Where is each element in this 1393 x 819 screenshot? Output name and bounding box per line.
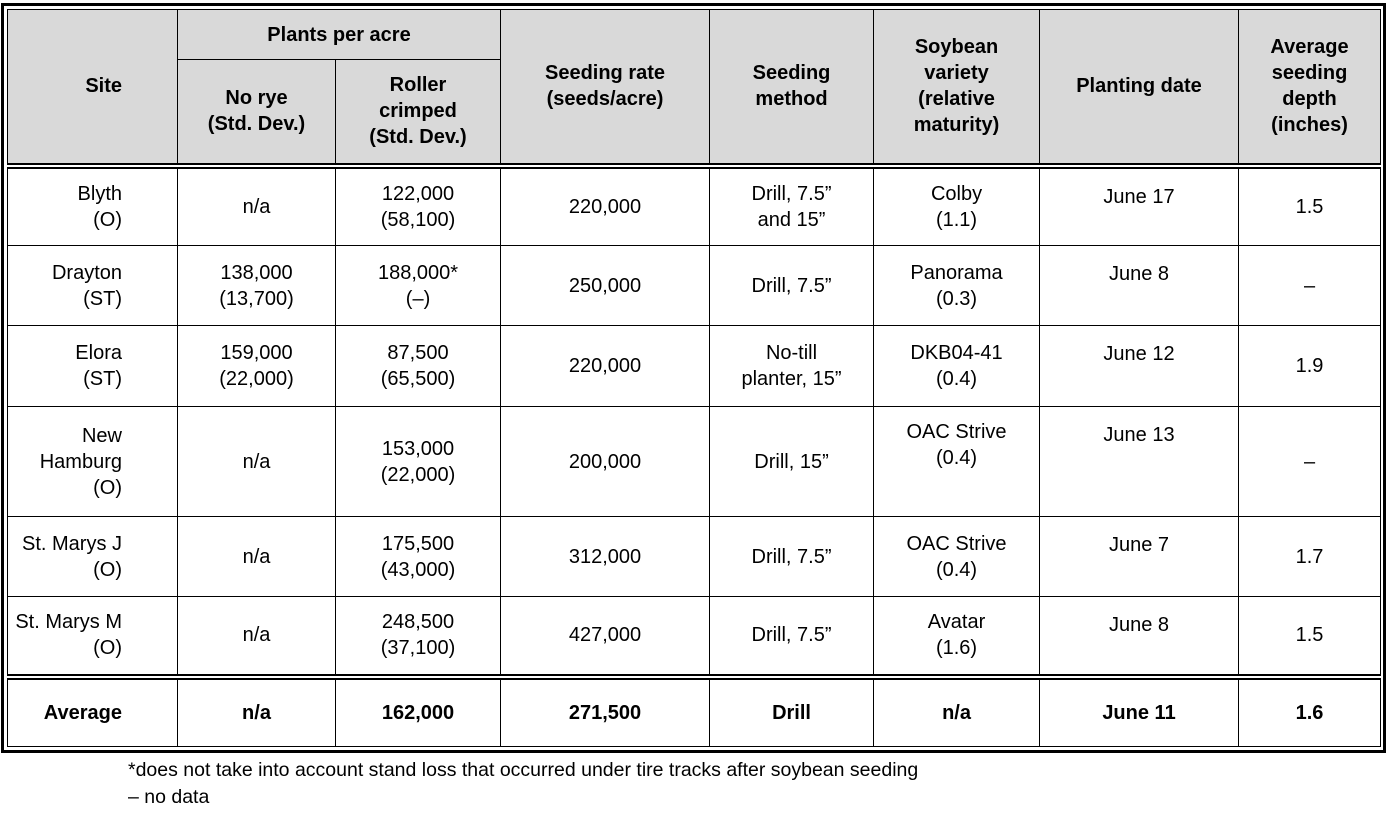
cell-site: St. Marys J (O)	[7, 516, 178, 597]
cell-no-rye: 159,000 (22,000)	[177, 325, 336, 407]
cell-no-rye: n/a	[177, 406, 336, 517]
header-row-top: Site Plants per acre Seeding rate (seeds…	[7, 9, 1382, 169]
cell-seeding-depth: 1.5	[1238, 596, 1382, 677]
cell-seeding-rate: 312,000	[500, 516, 711, 597]
cell-roller-crimped: 153,000 (22,000)	[334, 406, 502, 517]
cell-average-no-rye: n/a	[177, 673, 336, 747]
cell-seeding-method: Drill, 7.5”	[709, 245, 875, 326]
header-roller-crimped: Roller crimped (Std. Dev.)	[334, 59, 502, 169]
table-row-elora: Elora (ST) 159,000 (22,000) 87,500 (65,5…	[7, 325, 1382, 407]
cell-seeding-rate: 250,000	[500, 245, 711, 326]
cell-seeding-rate: 220,000	[500, 325, 711, 407]
header-seeding-rate: Seeding rate (seeds/acre)	[500, 9, 711, 169]
cell-soybean-variety: Panorama (0.3)	[873, 245, 1041, 326]
footnotes: *does not take into account stand loss t…	[128, 757, 1393, 811]
header-seeding-depth: Average seeding depth (inches)	[1238, 9, 1382, 169]
cell-roller-crimped: 87,500 (65,500)	[334, 325, 502, 407]
cell-site: St. Marys M (O)	[7, 596, 178, 677]
cell-site: Blyth (O)	[7, 165, 178, 246]
cell-average-variety: n/a	[873, 673, 1041, 747]
cell-soybean-variety: DKB04-41 (0.4)	[873, 325, 1041, 407]
cell-average-depth: 1.6	[1238, 673, 1382, 747]
header-seeding-method: Seeding method	[709, 9, 875, 169]
cell-no-rye: n/a	[177, 165, 336, 246]
cell-roller-crimped: 248,500 (37,100)	[334, 596, 502, 677]
soybean-seeding-table-frame: Site Plants per acre Seeding rate (seeds…	[1, 3, 1386, 753]
cell-average-planting-date: June 11	[1039, 673, 1240, 747]
cell-planting-date: June 8	[1039, 245, 1240, 326]
cell-planting-date: June 13	[1039, 406, 1240, 517]
cell-seeding-depth: 1.7	[1238, 516, 1382, 597]
cell-soybean-variety: Colby (1.1)	[873, 165, 1041, 246]
cell-average-roller-crimped: 162,000	[334, 673, 502, 747]
cell-roller-crimped: 188,000* (–)	[334, 245, 502, 326]
table-row-new-hamburg: New Hamburg (O) n/a 153,000 (22,000) 200…	[7, 406, 1382, 517]
cell-planting-date: June 8	[1039, 596, 1240, 677]
cell-no-rye: 138,000 (13,700)	[177, 245, 336, 326]
table-row-drayton: Drayton (ST) 138,000 (13,700) 188,000* (…	[7, 245, 1382, 326]
table-row-st-marys-j: St. Marys J (O) n/a 175,500 (43,000) 312…	[7, 516, 1382, 597]
cell-seeding-rate: 427,000	[500, 596, 711, 677]
cell-seeding-depth: 1.5	[1238, 165, 1382, 246]
cell-site: New Hamburg (O)	[7, 406, 178, 517]
cell-seeding-depth: 1.9	[1238, 325, 1382, 407]
cell-no-rye: n/a	[177, 596, 336, 677]
cell-seeding-method: Drill, 7.5”	[709, 596, 875, 677]
cell-average-seeding-method: Drill	[709, 673, 875, 747]
header-planting-date: Planting date	[1039, 9, 1240, 169]
header-site: Site	[7, 9, 178, 169]
cell-soybean-variety: Avatar (1.6)	[873, 596, 1041, 677]
cell-seeding-rate: 200,000	[500, 406, 711, 517]
cell-seeding-method: Drill, 7.5”	[709, 516, 875, 597]
cell-planting-date: June 12	[1039, 325, 1240, 407]
cell-seeding-rate: 220,000	[500, 165, 711, 246]
table-row-blyth: Blyth (O) n/a 122,000 (58,100) 220,000 D…	[7, 165, 1382, 246]
cell-roller-crimped: 122,000 (58,100)	[334, 165, 502, 246]
cell-seeding-depth: –	[1238, 245, 1382, 326]
cell-soybean-variety: OAC Strive (0.4)	[873, 406, 1041, 517]
cell-planting-date: June 7	[1039, 516, 1240, 597]
header-no-rye: No rye (Std. Dev.)	[177, 59, 336, 169]
cell-site: Elora (ST)	[7, 325, 178, 407]
footnote-stand-loss: *does not take into account stand loss t…	[128, 759, 919, 781]
cell-roller-crimped: 175,500 (43,000)	[334, 516, 502, 597]
cell-seeding-method: Drill, 7.5” and 15”	[709, 165, 875, 246]
cell-no-rye: n/a	[177, 516, 336, 597]
header-row-sub: No rye (Std. Dev.) Roller crimped (Std. …	[8, 59, 1381, 169]
cell-seeding-depth: –	[1238, 406, 1382, 517]
cell-soybean-variety: OAC Strive (0.4)	[873, 516, 1041, 597]
table-header: Site Plants per acre Seeding rate (seeds…	[7, 9, 1382, 169]
cell-seeding-method: No-till planter, 15”	[709, 325, 875, 407]
cell-seeding-method: Drill, 15”	[709, 406, 875, 517]
footnote-no-data: – no data	[128, 786, 210, 808]
cell-site: Drayton (ST)	[7, 245, 178, 326]
table-body: Blyth (O) n/a 122,000 (58,100) 220,000 D…	[7, 165, 1382, 747]
soybean-seeding-table: Site Plants per acre Seeding rate (seeds…	[7, 9, 1382, 747]
cell-average-site: Average	[7, 673, 178, 747]
table-row-st-marys-m: St. Marys M (O) n/a 248,500 (37,100) 427…	[7, 596, 1382, 677]
cell-planting-date: June 17	[1039, 165, 1240, 246]
header-soybean-variety: Soybean variety (relative maturity)	[873, 9, 1041, 169]
header-plants-per-acre: Plants per acre	[176, 9, 502, 60]
average-row: Average n/a 162,000 271,500 Drill n/a Ju…	[7, 673, 1382, 747]
cell-average-seeding-rate: 271,500	[500, 673, 711, 747]
